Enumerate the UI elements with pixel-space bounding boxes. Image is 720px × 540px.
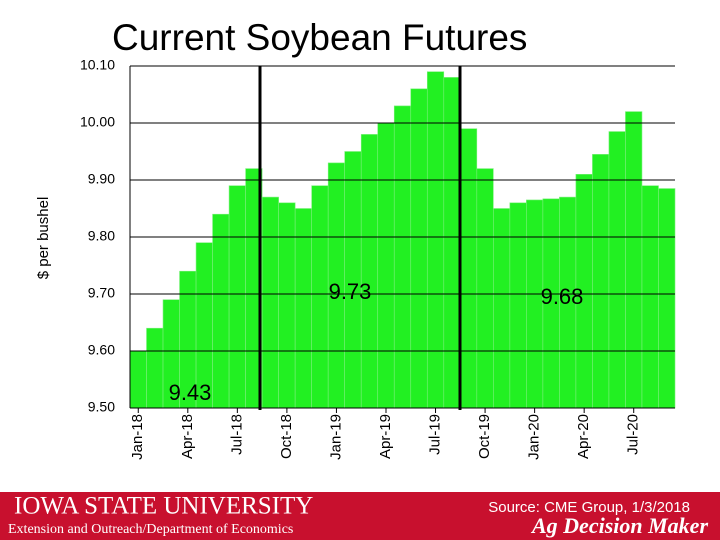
y-tick-label: 9.70 xyxy=(88,285,115,301)
bar xyxy=(129,350,147,409)
bar xyxy=(261,196,279,409)
x-tick-label: Jul-18 xyxy=(228,414,245,455)
bar xyxy=(278,202,296,409)
bar xyxy=(625,111,643,409)
chart-title: Current Soybean Futures xyxy=(112,17,527,58)
brand: Ag Decision Maker xyxy=(530,513,708,538)
annotation: 9.73 xyxy=(329,279,372,304)
source: Source: CME Group, 1/3/2018 xyxy=(488,499,690,516)
x-tick-label: Jul-19 xyxy=(426,414,443,455)
bar xyxy=(443,77,461,409)
bar xyxy=(509,202,527,409)
x-tick-label: Jan-19 xyxy=(327,414,344,460)
y-tick-label: 10.00 xyxy=(80,114,115,130)
x-tick-label: Jul-20 xyxy=(625,414,642,455)
x-tick-label: Jan-18 xyxy=(129,414,146,460)
x-tick-label: Jan-20 xyxy=(526,414,543,460)
bar xyxy=(212,213,230,409)
annotation: 9.43 xyxy=(169,380,212,405)
bar xyxy=(592,154,610,409)
bar xyxy=(476,168,494,409)
bar xyxy=(146,327,164,409)
annotation: 9.68 xyxy=(541,284,584,309)
x-tick-label: Apr-20 xyxy=(575,414,592,459)
bar xyxy=(641,185,659,409)
y-tick-label: 10.10 xyxy=(80,57,115,73)
bar xyxy=(493,208,511,409)
bar xyxy=(311,185,329,409)
bar xyxy=(294,208,312,409)
bar xyxy=(460,128,478,409)
bar xyxy=(658,188,676,409)
x-tick-label: Oct-18 xyxy=(278,414,295,459)
bar xyxy=(410,88,428,409)
bar xyxy=(608,131,626,409)
department: Extension and Outreach/Department of Eco… xyxy=(8,522,293,537)
x-tick-label: Oct-19 xyxy=(476,414,493,459)
bar xyxy=(377,122,395,409)
y-tick-label: 9.50 xyxy=(88,399,115,415)
bar xyxy=(228,185,246,409)
bar xyxy=(393,105,412,409)
university-name: IOWA STATE UNIVERSITY xyxy=(14,493,313,520)
x-tick-label: Apr-18 xyxy=(179,414,196,459)
plot: 9.50 9.60 9.70 9.80 9.90 10.00 10.10 Jan-18 Apr-… xyxy=(80,57,676,460)
y-tick-label: 9.80 xyxy=(88,228,115,244)
bar xyxy=(360,134,379,409)
footer-band xyxy=(0,492,720,540)
y-axis-label: $ per bushel xyxy=(35,197,52,280)
y-tick-label: 9.60 xyxy=(88,342,115,358)
y-tick-label: 9.90 xyxy=(88,171,115,187)
x-tick-label: Apr-19 xyxy=(377,414,394,459)
bar xyxy=(426,71,445,409)
